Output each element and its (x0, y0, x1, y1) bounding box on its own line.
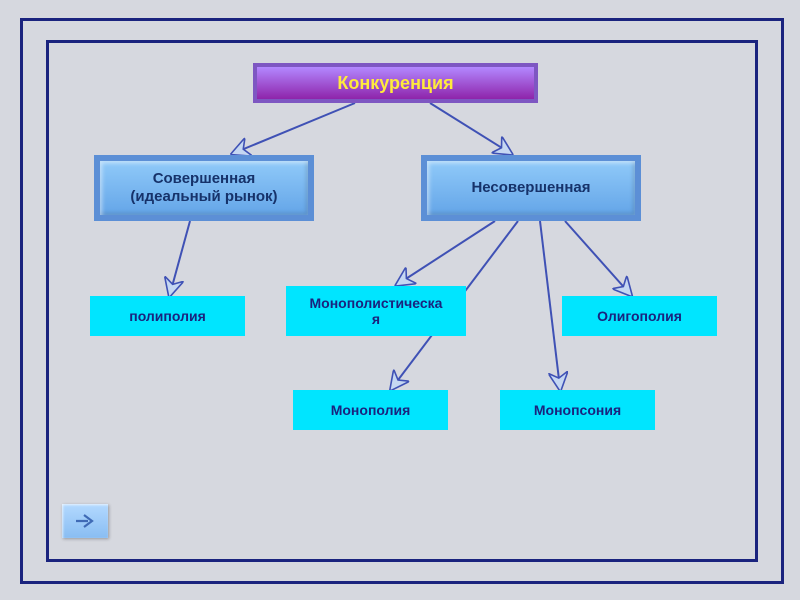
node-monopoly: Монополия (293, 390, 448, 430)
node-oligopoly: Олигополия (562, 296, 717, 336)
node-imperfect: Несовершенная (421, 155, 641, 221)
node-monopolistic-label: Монополистическа я (310, 295, 443, 327)
node-monopolistic: Монополистическа я (286, 286, 466, 336)
node-root: Конкуренция (253, 63, 538, 103)
node-perfect: Совершенная (идеальный рынок) (94, 155, 314, 221)
node-oligopoly-label: Олигополия (597, 308, 682, 324)
node-polipoly-label: полиполия (129, 308, 206, 324)
node-perfect-label: Совершенная (идеальный рынок) (130, 170, 277, 206)
node-monopoly-label: Монополия (331, 402, 411, 418)
node-root-label: Конкуренция (337, 73, 453, 94)
node-monopsony-label: Монопсония (534, 402, 621, 418)
next-arrow-icon (74, 512, 96, 530)
next-button[interactable] (62, 504, 108, 538)
node-polipoly: полиполия (90, 296, 245, 336)
node-monopsony: Монопсония (500, 390, 655, 430)
node-imperfect-label: Несовершенная (471, 179, 590, 197)
